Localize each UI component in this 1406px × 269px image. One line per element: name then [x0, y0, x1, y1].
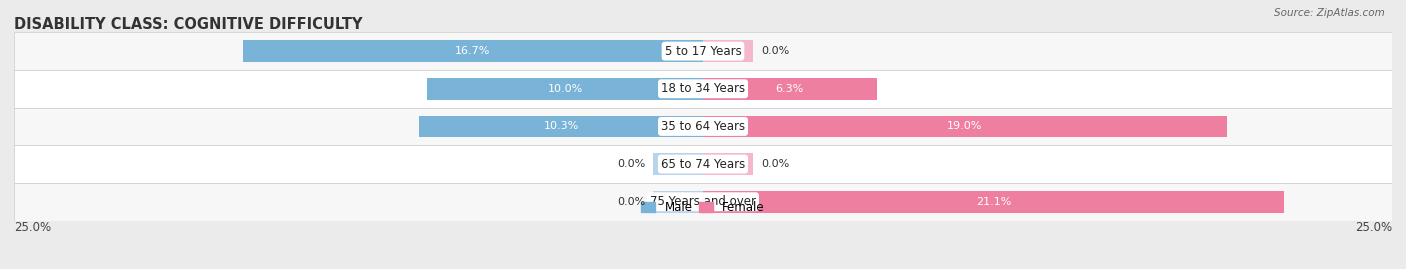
Text: 0.0%: 0.0%	[761, 159, 789, 169]
Text: 0.0%: 0.0%	[761, 46, 789, 56]
Text: 0.0%: 0.0%	[617, 159, 645, 169]
Bar	[654, 153, 703, 175]
Bar	[427, 78, 703, 100]
Bar	[703, 153, 752, 175]
Text: 65 to 74 Years: 65 to 74 Years	[661, 158, 745, 171]
Bar	[703, 40, 752, 62]
Bar	[14, 183, 1392, 221]
Text: 10.3%: 10.3%	[544, 121, 579, 132]
Text: 25.0%: 25.0%	[14, 221, 51, 233]
Bar	[703, 78, 876, 100]
Text: 0.0%: 0.0%	[617, 197, 645, 207]
Text: 21.1%: 21.1%	[976, 197, 1011, 207]
Text: 25.0%: 25.0%	[1355, 221, 1392, 233]
Text: 18 to 34 Years: 18 to 34 Years	[661, 82, 745, 95]
Bar	[703, 115, 1226, 137]
Text: 10.0%: 10.0%	[547, 84, 583, 94]
Bar	[14, 32, 1392, 70]
Text: 19.0%: 19.0%	[948, 121, 983, 132]
Bar	[14, 145, 1392, 183]
Bar	[703, 191, 1285, 213]
Text: 5 to 17 Years: 5 to 17 Years	[665, 45, 741, 58]
Text: 75 Years and over: 75 Years and over	[650, 195, 756, 208]
Text: 35 to 64 Years: 35 to 64 Years	[661, 120, 745, 133]
Bar	[419, 115, 703, 137]
Bar	[654, 191, 703, 213]
Text: 16.7%: 16.7%	[456, 46, 491, 56]
Text: Source: ZipAtlas.com: Source: ZipAtlas.com	[1274, 8, 1385, 18]
Bar	[14, 70, 1392, 108]
Text: DISABILITY CLASS: COGNITIVE DIFFICULTY: DISABILITY CLASS: COGNITIVE DIFFICULTY	[14, 17, 363, 32]
Bar	[243, 40, 703, 62]
Legend: Male, Female: Male, Female	[637, 196, 769, 218]
Text: 6.3%: 6.3%	[776, 84, 804, 94]
Bar	[14, 108, 1392, 145]
